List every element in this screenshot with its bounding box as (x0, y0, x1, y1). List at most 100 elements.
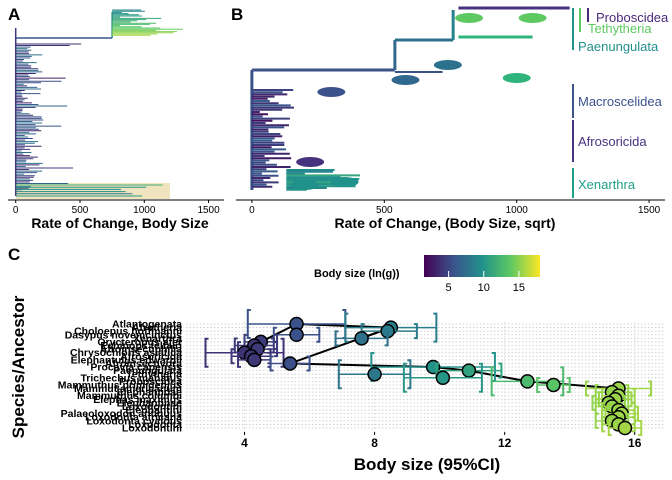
panel-b-x-tick-label: 1000 (506, 205, 529, 216)
ci-bracket-right (647, 380, 652, 397)
ci-bracket-left (402, 362, 407, 393)
species-label: Echinops telfairi (100, 340, 182, 352)
ci-bracket-left (536, 376, 541, 393)
species-label: Loxodontini (122, 423, 182, 435)
species-label: Dasypus novemcinctus (65, 329, 182, 341)
ci-bracket-left (344, 312, 349, 343)
ci-bracket-right (316, 326, 321, 343)
clade-label: Xenarthra (578, 177, 636, 192)
species-label: Elephantidae (117, 387, 183, 399)
ci-bracket-right (498, 362, 503, 379)
ci-bracket-right (413, 323, 418, 340)
ci-bracket-left (490, 366, 495, 397)
ci-bracket-left (594, 412, 599, 429)
species-label: Xenarthra (133, 333, 182, 345)
data-point (247, 352, 262, 368)
panel-a-x-tick-label: 500 (72, 205, 89, 216)
species-label: Paenungulata (113, 365, 182, 377)
ci-bracket-right (628, 391, 633, 408)
species-label: Loxodonta africana (85, 412, 182, 424)
ci-bracket-left (246, 309, 251, 339)
species-label: Elephantinae (117, 397, 183, 409)
clade-label: Afrosoricida (578, 134, 647, 149)
animal-silhouette (502, 73, 531, 83)
species-label: Atlantogenata (112, 319, 182, 331)
data-point (425, 359, 441, 375)
animal-silhouette (296, 157, 325, 167)
animal-silhouette (455, 13, 484, 23)
data-point (617, 420, 633, 436)
species-label: Afroinsectivora (105, 358, 182, 370)
data-point (520, 374, 535, 389)
data-point (546, 377, 561, 393)
animal-silhouette (317, 87, 346, 97)
species-label: Mammuthus primigenius (58, 379, 182, 391)
species-label: Elephas maximus (93, 394, 182, 406)
species-label: Mammut americanum (74, 383, 182, 395)
data-point (367, 366, 382, 382)
panel-c-y-axis-title: Species/Ancestor (9, 295, 28, 438)
species-label: Afrotheria (132, 322, 182, 334)
animal-silhouette (433, 60, 462, 70)
ci-bracket-right (560, 366, 565, 397)
ci-bracket-left (269, 355, 274, 372)
panel-a-tree-plot: 0 500 1000 1500 (8, 9, 224, 216)
panel-c-x-axis-title: Body size (95%CI) (354, 455, 500, 474)
species-label: Procavia capensis (90, 362, 182, 374)
species-label: Mammuthus columbi (77, 390, 182, 402)
ci-bracket-right (407, 359, 412, 390)
data-point (461, 363, 477, 378)
clade-label: Paenungulata (578, 39, 659, 54)
panel-letter-c: C (8, 245, 20, 264)
legend-colorbar (424, 255, 540, 277)
animal-silhouette (391, 75, 420, 85)
species-label: Tethytheria (126, 369, 182, 381)
panel-letter-b: B (231, 5, 243, 24)
species-label: Chrysochloris asiatica (70, 347, 182, 359)
species-label: Proboscidea (119, 376, 182, 388)
clade-label: Proboscidea (596, 10, 669, 25)
data-point (282, 356, 298, 371)
ancestor-link (289, 326, 392, 365)
animal-silhouette (330, 177, 359, 187)
clade-label: Macroscelidea (578, 94, 663, 109)
panel-b-x-tick-label: 1500 (638, 205, 661, 216)
animal-silhouette (290, 180, 319, 190)
ci-bracket-right (634, 405, 639, 422)
ci-bracket-left (601, 416, 606, 433)
species-label: Trichechus manatus (80, 372, 182, 384)
legend-title: Body size (ln(g)) (314, 268, 400, 280)
panel-c-x-tick-label: 4 (241, 436, 248, 450)
species-label: Palaeoloxodon antiquus (61, 408, 183, 420)
ci-bracket-right (306, 355, 311, 372)
clade-label: Tethytheria (588, 21, 652, 36)
ci-bracket-left (334, 330, 339, 347)
panel-b-x-tick-label: 500 (376, 205, 393, 216)
panel-a-x-tick-label: 1000 (133, 205, 156, 216)
panel-c-x-tick-label: 12 (498, 436, 512, 450)
species-label: Afrosoricida (120, 351, 182, 363)
panel-c-x-tick-label: 8 (371, 436, 378, 450)
color-legend: Body size (ln(g)) 5 10 15 (314, 255, 540, 294)
legend-tick-label: 15 (513, 282, 525, 294)
ci-bracket-right (280, 337, 285, 368)
species-label: Orycteropus afer (97, 336, 182, 348)
ci-bracket-right (274, 341, 279, 358)
ancestor-link (527, 380, 619, 390)
species-label: Elephantini (125, 405, 182, 417)
ci-bracket-left (591, 394, 596, 411)
ci-bracket-left (584, 380, 589, 397)
animal-silhouette (518, 13, 547, 23)
species-label: Loxodonta cyclotis (86, 415, 182, 427)
panel-b-x-axis-title: Rate of Change, (Body Size, sqrt) (335, 215, 556, 231)
data-point (354, 331, 369, 346)
species-label: Cholοepus hoffmanni (74, 326, 182, 338)
legend-tick-label: 10 (478, 282, 490, 294)
panel-a-x-axis-title: Rate of Change, Body Size (31, 215, 209, 231)
data-point (289, 327, 304, 343)
ci-bracket-right (433, 312, 438, 343)
panel-letter-a: A (8, 5, 20, 24)
ci-bracket-left (237, 351, 242, 368)
